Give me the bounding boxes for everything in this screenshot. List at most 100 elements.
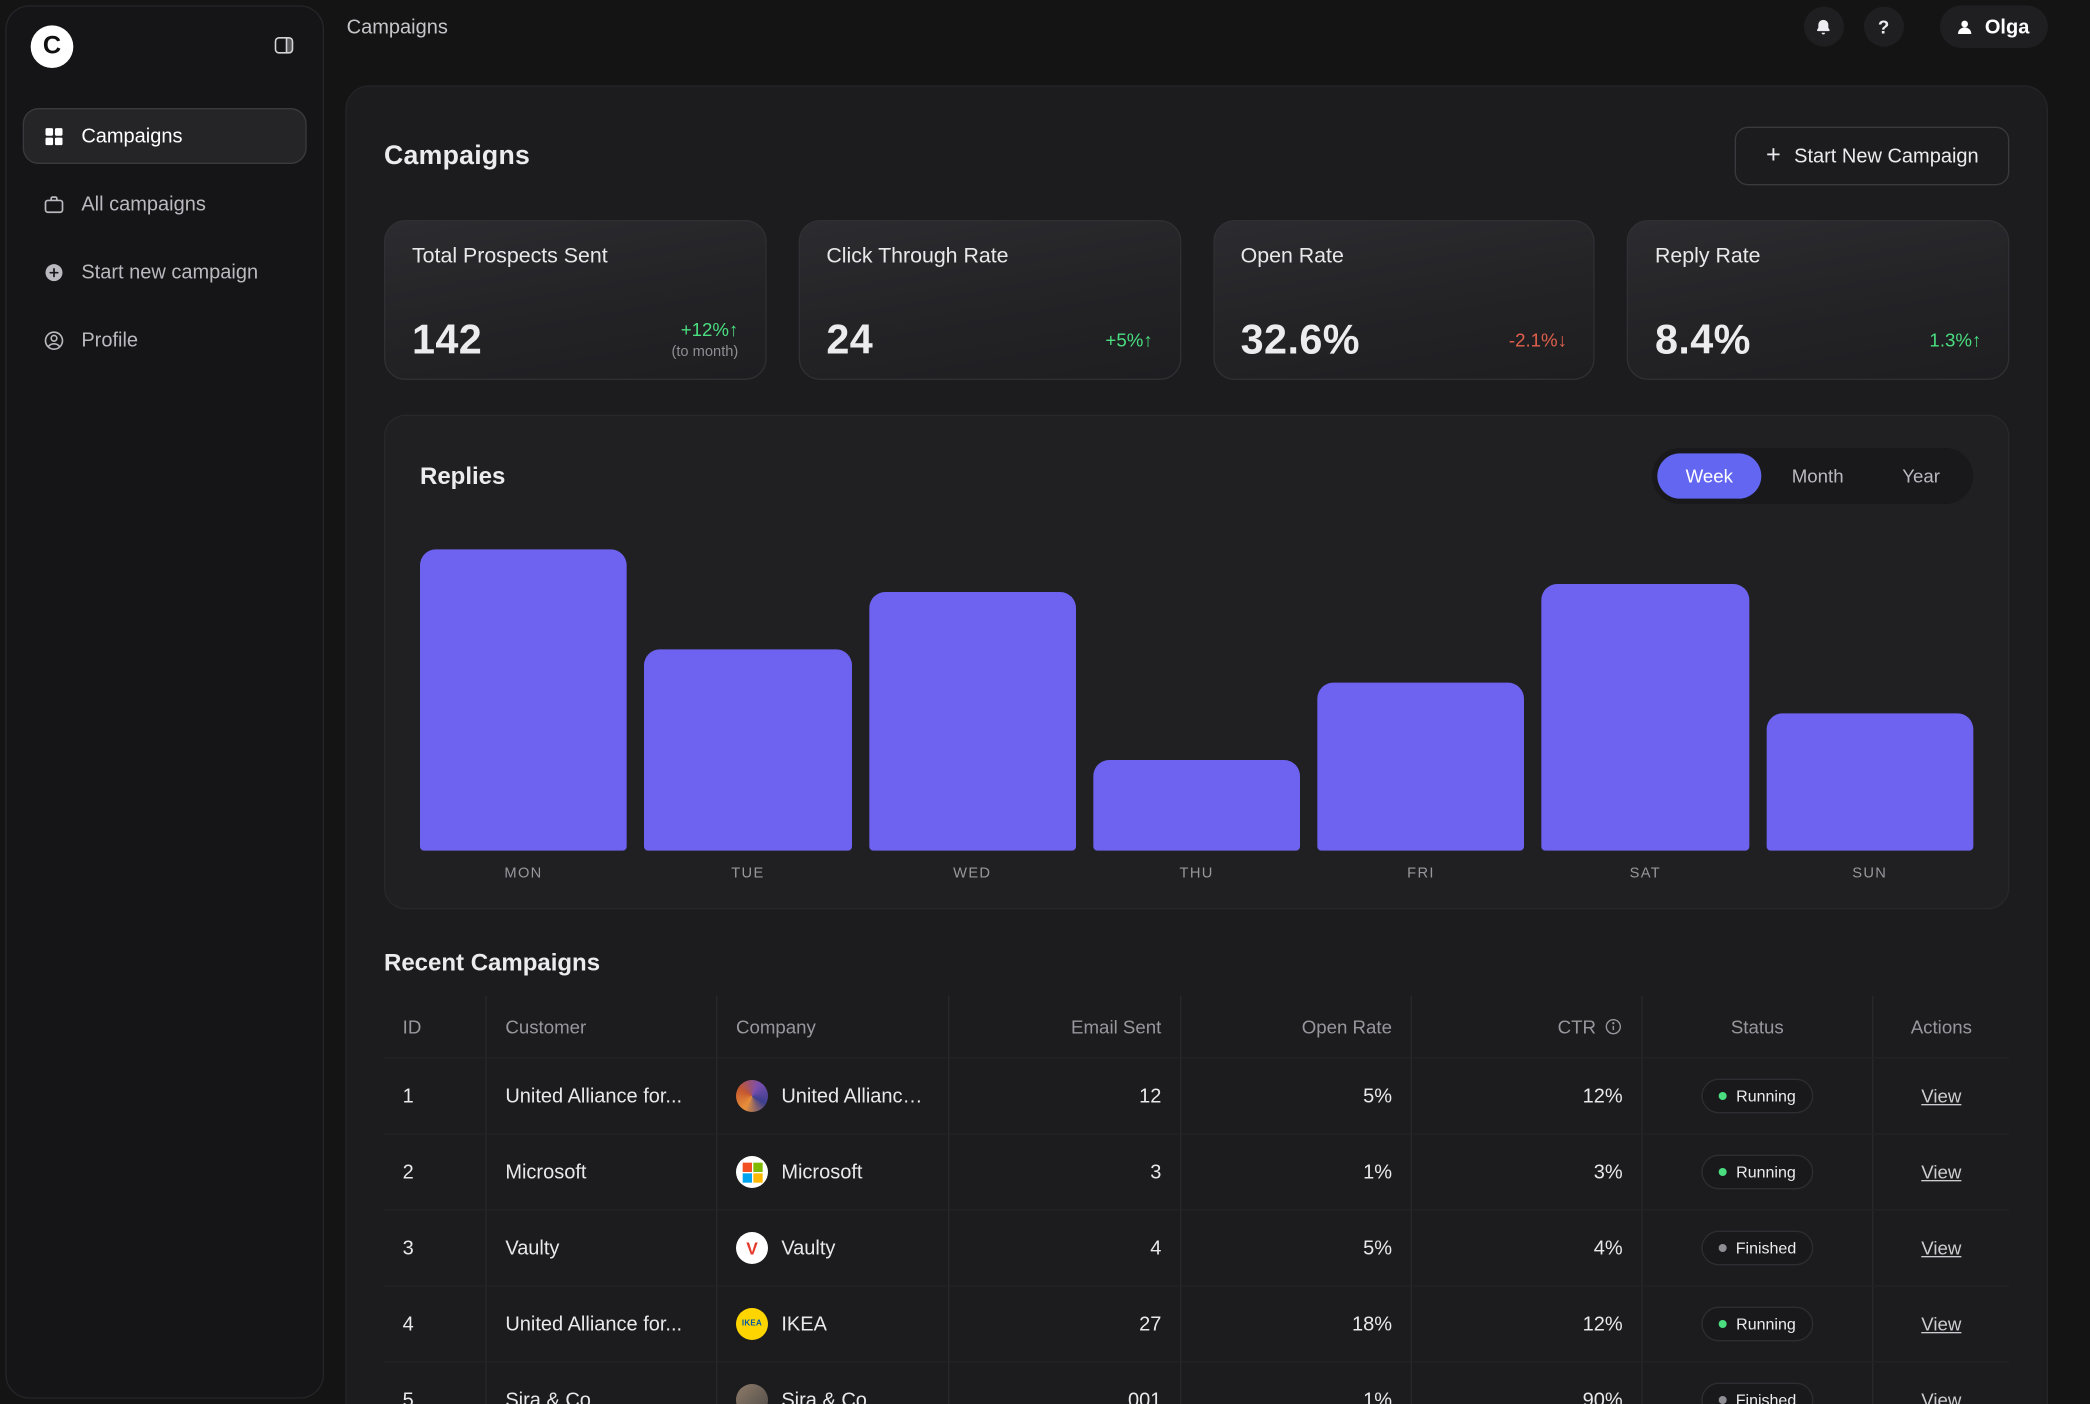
table-row: 2 Microsoft Microsoft 3 1% 3% Running View [383,1133,2010,1210]
cell-customer: Sira & Co [487,1362,718,1404]
status-label: Running [1736,1314,1796,1334]
page-title: Campaigns [383,140,531,170]
cell-status: Running [1643,1286,1874,1362]
column-header-company: Company [717,995,950,1058]
stats-row: Total Prospects Sent 142 +12%↑ (to month) Cl… [383,219,2010,380]
cell-company: V Vaulty [717,1210,950,1286]
chart-column-sun: SUN [1766,713,1974,881]
table-header: ID Customer Company Email Sent Open Rate CTR S… [384,995,2009,1058]
cell-status: Finished [1643,1210,1874,1286]
cell-company: IKEA IKEA [717,1286,950,1362]
stat-value: 8.4% [1654,315,1751,363]
chart-bar[interactable] [1541,583,1749,851]
status-label: Running [1736,1086,1796,1106]
app-logo[interactable]: C [30,25,74,68]
cell-open-rate: 5% [1181,1058,1412,1134]
cell-customer: Microsoft [487,1134,718,1210]
chart-column-tue: TUE [644,649,852,881]
chart-column-thu: THU [1093,759,1301,881]
view-campaign-link[interactable]: View [1921,1389,1962,1404]
sidebar-item-all-campaigns[interactable]: All campaigns [23,176,307,232]
recent-campaigns-table: ID Customer Company Email Sent Open Rate CTR S… [383,995,2010,1404]
range-tab-week[interactable]: Week [1657,453,1762,499]
view-campaign-link[interactable]: View [1921,1161,1962,1183]
cell-email-sent: 3 [949,1134,1182,1210]
stat-card-open-rate: Open Rate 32.6% -2.1%↓ [1212,219,1595,380]
chart-bar[interactable] [1093,759,1301,851]
cell-customer: United Alliance for... [487,1286,718,1362]
cell-open-rate: 18% [1181,1286,1412,1362]
sidebar-item-profile[interactable]: Profile [23,312,307,368]
chart-bar[interactable] [644,649,852,851]
chart-bar[interactable] [419,549,628,851]
topbar-actions: ? Olga [1803,5,2048,48]
stat-label: Total Prospects Sent [411,245,608,268]
column-header-actions: Actions [1873,996,2009,1057]
stat-delta-block: -2.1%↓ [1509,329,1567,350]
chart-x-label: MON [504,865,543,882]
status-dot [1718,1319,1727,1328]
notifications-button[interactable] [1803,6,1844,47]
cell-email-sent: 12 [949,1058,1182,1134]
main-area: Campaigns ? [324,0,2090,1404]
cell-email-sent: 27 [949,1286,1182,1362]
status-dot [1718,1243,1727,1252]
table-row: 5 Sira & Co Sira & Co 001 1% 90% Finished View [383,1361,2010,1404]
sidebar-item-start-new-campaign[interactable]: Start new campaign [23,244,307,300]
view-campaign-link[interactable]: View [1921,1313,1962,1335]
chart-column-sat: SAT [1541,583,1749,881]
user-menu[interactable]: Olga [1939,5,2048,48]
sidebar-item-label: Campaigns [81,124,183,148]
cell-status: Finished [1643,1362,1874,1404]
sidebar-menu: Campaigns All campaigns Start new campaign… [22,107,307,368]
cell-ctr: 12% [1412,1058,1643,1134]
stat-card-total-prospects-sent: Total Prospects Sent 142 +12%↑ (to month) [383,219,767,380]
sidebar-collapse-button[interactable] [269,30,298,63]
cell-status: Running [1643,1058,1874,1134]
column-header-label: Customer [505,1015,587,1038]
range-tabs: Week Month Year [1652,447,1974,504]
bell-icon [1814,17,1834,37]
start-new-campaign-button[interactable]: + Start New Campaign [1735,126,2010,186]
view-campaign-link[interactable]: View [1921,1237,1962,1259]
chart-bar[interactable] [868,591,1076,851]
stat-note: (to month) [671,343,739,360]
sidebar-item-campaigns[interactable]: Campaigns [22,107,307,164]
status-label: Finished [1735,1238,1797,1258]
user-circle-icon [41,329,65,352]
stat-label: Click Through Rate [826,245,1009,268]
column-header-label: Actions [1910,1015,1972,1038]
chart-column-fri: FRI [1317,682,1525,881]
start-new-campaign-label: Start New Campaign [1794,144,1979,168]
stat-value: 24 [826,315,874,363]
chart-bar[interactable] [1317,682,1525,851]
help-button[interactable]: ? [1863,6,1904,47]
stat-delta: +12%↑ [680,318,739,340]
stat-value-row: 142 +12%↑ (to month) [412,319,738,360]
cell-customer: United Alliance for... [487,1058,718,1134]
info-icon[interactable] [1604,1017,1623,1036]
status-badge: Running [1701,1078,1814,1114]
status-badge: Finished [1701,1382,1814,1404]
company-name: Microsoft [781,1160,863,1184]
chart-bar[interactable] [1766,713,1974,851]
topbar: Campaigns ? [324,0,2090,53]
cell-actions: View [1873,1211,2009,1286]
range-tab-month[interactable]: Month [1764,453,1872,498]
stat-value-row: 8.4% 1.3%↑ [1655,319,1981,360]
chart-column-wed: WED [868,591,1076,882]
sira-logo-icon [735,1383,768,1404]
column-header-label: CTR [1557,1015,1596,1038]
cell-actions: View [1873,1135,2009,1210]
cell-open-rate: 5% [1181,1210,1412,1286]
range-tab-year[interactable]: Year [1874,453,1968,498]
cell-ctr: 12% [1412,1286,1643,1362]
company-name: IKEA [781,1312,827,1336]
view-campaign-link[interactable]: View [1921,1085,1962,1107]
cell-id: 4 [384,1286,487,1362]
cell-id: 1 [384,1058,487,1134]
stat-label: Reply Rate [1654,245,1761,268]
chart-x-label: WED [953,865,992,882]
panel-header: Campaigns + Start New Campaign [383,119,2010,186]
replies-header: Replies Week Month Year [420,447,1974,504]
